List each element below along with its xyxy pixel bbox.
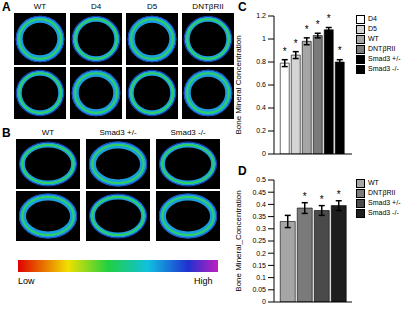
svg-text:Bone Mineral_Concentration: Bone Mineral_Concentration bbox=[234, 190, 243, 291]
svg-text:0.2: 0.2 bbox=[256, 127, 266, 134]
svg-text:*: * bbox=[316, 19, 320, 30]
html-text:Smad3 +/-: Smad3 +/- bbox=[368, 55, 401, 62]
svg-text:0: 0 bbox=[262, 150, 266, 157]
svg-text:0.05: 0.05 bbox=[252, 286, 266, 293]
svg-text:1: 1 bbox=[262, 35, 266, 42]
html-text:B: B bbox=[2, 126, 11, 140]
svg-text:0.45: 0.45 bbox=[252, 189, 266, 196]
html-text:A: A bbox=[2, 0, 11, 14]
html-text:Smad3 -/-: Smad3 -/- bbox=[368, 209, 399, 216]
html-text:Low: Low bbox=[18, 276, 35, 286]
svg-text:0.3: 0.3 bbox=[256, 225, 266, 232]
svg-text:0.5: 0.5 bbox=[256, 176, 266, 183]
svg-text:0.4: 0.4 bbox=[256, 104, 266, 111]
html-text:C: C bbox=[238, 0, 247, 14]
svg-text:0.35: 0.35 bbox=[252, 213, 266, 220]
html-text:DNTβRII: DNTβRII bbox=[368, 189, 396, 196]
svg-text:0: 0 bbox=[262, 298, 266, 305]
svg-text:*: * bbox=[303, 191, 307, 202]
svg-text:0.4: 0.4 bbox=[256, 201, 266, 208]
svg-text:1.2: 1.2 bbox=[256, 12, 266, 19]
svg-text:0.6: 0.6 bbox=[256, 81, 266, 88]
html-text:D4: D4 bbox=[368, 15, 377, 22]
svg-text:0.15: 0.15 bbox=[252, 262, 266, 269]
svg-text:0.1: 0.1 bbox=[256, 274, 266, 281]
html-text:D4: D4 bbox=[90, 2, 102, 11]
svg-text:*: * bbox=[337, 189, 341, 200]
html-text:D5: D5 bbox=[146, 2, 158, 11]
svg-text:*: * bbox=[283, 46, 287, 57]
html-text:WT: WT bbox=[41, 128, 55, 137]
svg-text:0.25: 0.25 bbox=[252, 237, 266, 244]
html-text:WT: WT bbox=[368, 179, 379, 186]
svg-text:*: * bbox=[327, 13, 331, 24]
svg-text:Bone Mineral Concentration: Bone Mineral Concentration bbox=[234, 35, 243, 134]
html-text:DNTβRII: DNTβRII bbox=[368, 45, 396, 52]
svg-text:*: * bbox=[338, 45, 342, 56]
svg-text:*: * bbox=[320, 194, 324, 205]
html-text:D: D bbox=[238, 164, 247, 178]
html-text:DNTβRII: DNTβRII bbox=[192, 2, 224, 11]
svg-text:*: * bbox=[294, 38, 298, 49]
html-text:Smad3 -/-: Smad3 -/- bbox=[170, 128, 206, 137]
html-text:D5: D5 bbox=[368, 25, 377, 32]
html-text:Smad3 +/-: Smad3 +/- bbox=[99, 128, 137, 137]
html-text:WT: WT bbox=[33, 2, 47, 11]
svg-text:0.8: 0.8 bbox=[256, 58, 266, 65]
svg-text:0.2: 0.2 bbox=[256, 250, 266, 257]
html-text:Smad3 +/-: Smad3 +/- bbox=[368, 199, 401, 206]
html-text:Smad3 -/-: Smad3 -/- bbox=[368, 65, 399, 72]
html-text:High: High bbox=[194, 276, 213, 286]
html-text:WT: WT bbox=[368, 35, 379, 42]
svg-text:*: * bbox=[305, 24, 309, 35]
